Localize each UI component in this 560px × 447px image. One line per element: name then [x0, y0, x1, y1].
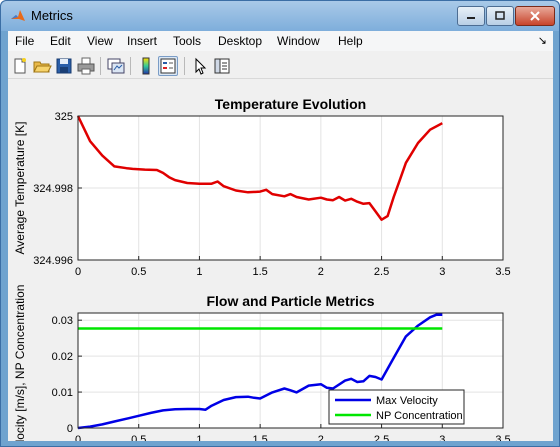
flow-legend-label-1: NP Concentration: [376, 410, 463, 422]
flow-xtick-label: 0: [75, 434, 81, 441]
temperature-xtick-label: 2.5: [374, 266, 389, 278]
menu-bar: File Edit View Insert Tools Desktop Wind…: [8, 31, 553, 51]
menu-tools[interactable]: Tools: [173, 34, 202, 48]
flow-axes-frame: [77, 312, 504, 429]
open-file-icon: [33, 61, 52, 73]
temperature-axes-frame: [77, 115, 504, 261]
minimize-button[interactable]: [457, 6, 485, 26]
edit-plot-pointer-icon: [195, 57, 207, 75]
menu-help[interactable]: Help: [338, 34, 363, 48]
flow-ytick-label: 0.01: [52, 387, 73, 399]
flow-xtick-label: 2.5: [374, 434, 389, 441]
matlab-icon: [11, 10, 25, 21]
flow-ytick-label: 0.03: [52, 315, 73, 327]
property-inspector-button[interactable]: [212, 56, 232, 76]
flow-legend-box: [328, 389, 465, 425]
edit-plot-button[interactable]: [190, 56, 210, 76]
flow-chart-title: Flow and Particle Metrics: [206, 293, 374, 309]
figure-plots: 0 0.5 1 1.5 2 2.5 3 3.5 324.996 324.998 325 Tempera…: [13, 96, 511, 441]
flow-xtick-label: 1: [196, 434, 202, 441]
temperature-xtick-label: 0.5: [131, 266, 146, 278]
maximize-icon: [495, 11, 505, 20]
open-file-button[interactable]: [32, 56, 52, 76]
temperature-xtick-label: 1: [196, 266, 202, 278]
title-bar[interactable]: Metrics: [1, 1, 559, 31]
flow-ytick-label: 0.02: [52, 351, 73, 363]
close-icon: [530, 11, 540, 21]
new-figure-icon: [14, 58, 26, 74]
flow-xtick-label: 3: [439, 434, 445, 441]
flow-series-line-0: [77, 313, 443, 430]
temperature-xtick-label: 2: [318, 266, 324, 278]
menu-overflow-arrow[interactable]: ↘: [537, 35, 547, 47]
insert-colorbar-button[interactable]: [136, 56, 156, 76]
menu-window[interactable]: Window: [277, 34, 320, 48]
window-title: Metrics: [31, 8, 73, 23]
temperature-series-line-0: [76, 115, 443, 221]
flow-ytick-label: 0: [67, 423, 73, 435]
property-inspector-icon: [214, 58, 230, 74]
insert-legend-button[interactable]: [158, 56, 178, 76]
print-icon: [77, 57, 95, 75]
temperature-ytick-label: 325: [55, 111, 73, 123]
flow-xtick-label: 2: [318, 434, 324, 441]
window-content: File Edit View Insert Tools Desktop Wind…: [8, 31, 553, 441]
link-plot-button[interactable]: [106, 56, 126, 76]
new-figure-button[interactable]: [10, 56, 30, 76]
temperature-xtick-label: 3: [439, 266, 445, 278]
insert-legend-icon: [160, 58, 176, 74]
menu-insert[interactable]: Insert: [127, 34, 158, 48]
menu-desktop[interactable]: Desktop: [218, 34, 263, 48]
figure-canvas: 0 0.5 1 1.5 2 2.5 3 3.5 324.996 324.998 325 Tempera…: [8, 80, 553, 441]
toolbar-separator: [100, 57, 101, 75]
flow-xtick-label: 0.5: [131, 434, 146, 441]
temperature-xtick-label: 0: [75, 266, 81, 278]
toolbar-separator: [130, 57, 131, 75]
menu-view[interactable]: View: [87, 34, 113, 48]
menu-edit[interactable]: Edit: [50, 34, 71, 48]
temperature-ytick-label: 324.996: [33, 255, 73, 267]
temperature-ytick-label: 324.998: [33, 183, 73, 195]
save-button[interactable]: [54, 56, 74, 76]
temperature-xtick-label: 1.5: [252, 266, 267, 278]
figure-toolbar: [8, 52, 553, 79]
flow-xtick-label: 1.5: [252, 434, 267, 441]
maximize-button[interactable]: [486, 6, 514, 26]
flow-legend-label-0: Max Velocity: [376, 395, 438, 407]
flow-xtick-label: 3.5: [495, 434, 510, 441]
flow-ylabel: Velocity [m/s], NP Concentration: [13, 285, 27, 441]
temperature-ylabel: Average Temperature [K]: [13, 122, 27, 255]
temperature-chart-title: Temperature Evolution: [215, 96, 366, 112]
menu-file[interactable]: File: [15, 34, 35, 48]
temperature-xtick-label: 3.5: [495, 266, 510, 278]
toolbar-separator: [184, 57, 185, 75]
print-button[interactable]: [76, 56, 96, 76]
minimize-icon: [467, 17, 475, 19]
save-icon: [56, 58, 72, 74]
link-plot-icon: [107, 58, 125, 74]
insert-colorbar-icon: [142, 57, 150, 75]
close-button[interactable]: [515, 6, 555, 26]
